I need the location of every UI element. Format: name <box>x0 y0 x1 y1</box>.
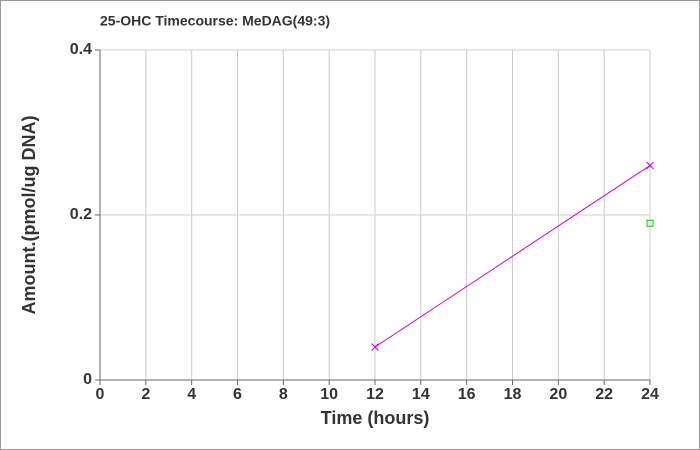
x-tick-label: 4 <box>187 386 196 403</box>
y-tick-label: 0 <box>83 371 92 388</box>
x-tick-label: 0 <box>96 386 105 403</box>
x-tick-label: 24 <box>641 386 659 403</box>
y-tick-label: 0.4 <box>70 41 92 58</box>
x-tick-label: 12 <box>366 386 384 403</box>
y-axis-label: Amount.(pmol/ug DNA) <box>19 116 39 315</box>
x-tick-label: 8 <box>279 386 288 403</box>
data-point <box>646 219 654 227</box>
x-tick-label: 6 <box>233 386 242 403</box>
y-tick-label: 0.2 <box>70 206 92 223</box>
x-tick-label: 2 <box>141 386 150 403</box>
x-tick-label: 18 <box>504 386 522 403</box>
data-point <box>371 343 379 351</box>
x-tick-label: 14 <box>412 386 430 403</box>
x-tick-label: 16 <box>458 386 476 403</box>
series-line <box>374 165 651 348</box>
x-tick-label: 22 <box>595 386 613 403</box>
x-tick-label: 20 <box>549 386 567 403</box>
x-axis-label: Time (hours) <box>321 408 430 428</box>
x-tick-label: 10 <box>320 386 338 403</box>
data-point <box>646 161 654 170</box>
chart-title: 25-OHC Timecourse: MeDAG(49:3) <box>100 13 330 29</box>
